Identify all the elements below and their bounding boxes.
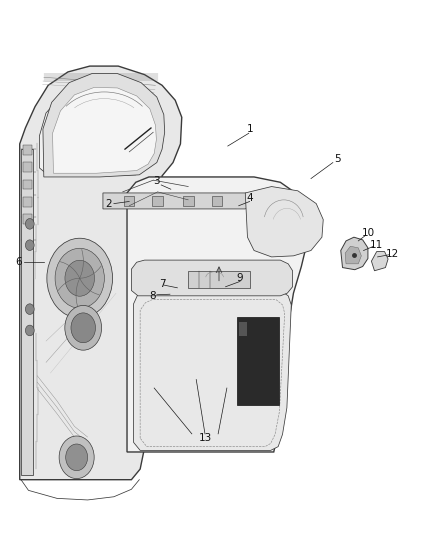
Bar — [23, 162, 32, 172]
Circle shape — [65, 260, 95, 296]
Bar — [188, 271, 250, 288]
Polygon shape — [20, 66, 182, 480]
Circle shape — [25, 325, 34, 336]
Circle shape — [59, 436, 94, 479]
Circle shape — [25, 304, 34, 314]
Bar — [212, 196, 222, 206]
Polygon shape — [131, 260, 293, 296]
Text: 11: 11 — [370, 240, 383, 250]
Text: 12: 12 — [385, 249, 399, 259]
Circle shape — [71, 313, 95, 343]
Bar — [124, 196, 134, 206]
Text: 8: 8 — [149, 291, 156, 301]
Text: 10: 10 — [361, 229, 374, 238]
Polygon shape — [127, 177, 307, 452]
Text: 5: 5 — [334, 154, 341, 164]
Text: 9: 9 — [237, 273, 244, 283]
Polygon shape — [39, 86, 159, 176]
Polygon shape — [341, 237, 368, 270]
Polygon shape — [345, 246, 361, 264]
Bar — [183, 196, 194, 206]
Polygon shape — [43, 74, 165, 177]
Circle shape — [55, 248, 104, 308]
Polygon shape — [245, 187, 323, 257]
Bar — [23, 180, 32, 189]
Bar — [237, 317, 279, 405]
Polygon shape — [21, 149, 33, 475]
Bar — [152, 196, 163, 206]
Text: 7: 7 — [159, 279, 166, 288]
Bar — [239, 322, 247, 336]
Bar — [23, 197, 32, 207]
Text: 2: 2 — [105, 199, 112, 208]
Polygon shape — [371, 252, 388, 271]
Polygon shape — [103, 193, 255, 209]
Bar — [23, 214, 32, 224]
Text: 6: 6 — [15, 257, 22, 267]
Bar — [23, 145, 32, 155]
Text: 3: 3 — [153, 176, 160, 186]
Circle shape — [65, 305, 102, 350]
Circle shape — [25, 219, 34, 229]
Circle shape — [25, 240, 34, 251]
Circle shape — [66, 444, 88, 471]
Text: 1: 1 — [246, 124, 253, 134]
Text: 4: 4 — [246, 193, 253, 203]
Polygon shape — [53, 87, 156, 173]
Text: 13: 13 — [198, 433, 212, 443]
Polygon shape — [134, 290, 291, 450]
Circle shape — [47, 238, 113, 318]
